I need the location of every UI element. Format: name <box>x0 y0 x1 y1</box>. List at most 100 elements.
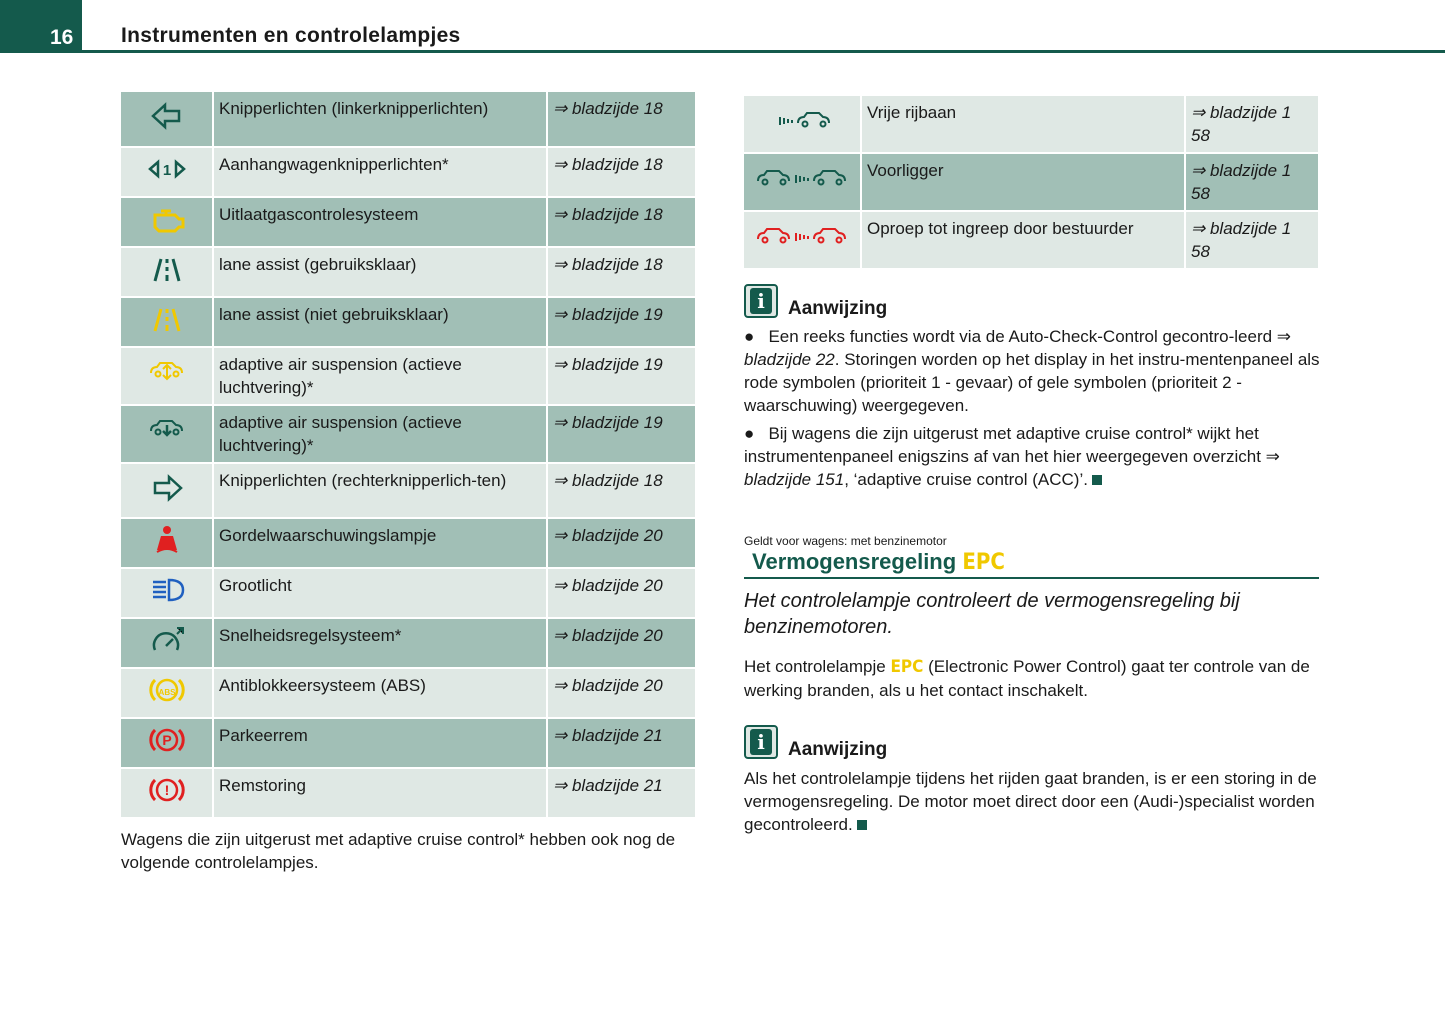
table-row: 1 Aanhangwagenknipperlichten* ⇒ bladzijd… <box>121 147 697 198</box>
icon-cell <box>744 211 862 270</box>
section-title: Vermogensregeling EPC <box>752 549 1005 575</box>
free-lane-icon <box>779 112 830 128</box>
label-cell: Antiblokkeersysteem (ABS) <box>213 668 548 719</box>
note-title: Aanwijzing <box>788 739 888 760</box>
page-ref-link[interactable]: ⇒ bladzijde 18 <box>547 247 697 298</box>
table-row: Knipperlichten (linkerknipperlichten) ⇒ … <box>121 92 697 148</box>
icon-cell <box>121 463 214 519</box>
applies-to: Geldt voor wagens: met benzinemotor <box>744 534 947 548</box>
label-cell: Parkeerrem <box>213 718 548 769</box>
svg-text:ABS: ABS <box>158 688 176 697</box>
icon-cell: P <box>121 718 214 769</box>
page-ref-link[interactable]: ⇒ bladzijde 20 <box>547 568 697 619</box>
section-rule <box>744 577 1319 579</box>
engine-icon <box>153 209 184 233</box>
title-text: Vermogensregeling <box>752 549 957 574</box>
icon-cell <box>121 347 214 406</box>
header-rule <box>82 50 1445 53</box>
table-row: Vrije rijbaan ⇒ bladzijde 1 58 <box>744 96 1320 154</box>
table-row: Gordelwaarschuwingslampje ⇒ bladzijde 20 <box>121 518 697 569</box>
icon-cell <box>121 618 214 669</box>
page-ref-link[interactable]: ⇒ bladzijde 21 <box>547 718 697 769</box>
text: , ‘adaptive cruise control (ACC)’. <box>844 470 1088 489</box>
air-suspension-yellow-icon <box>149 362 183 381</box>
warning-lights-table: Knipperlichten (linkerknipperlichten) ⇒ … <box>121 92 697 819</box>
page-ref-link[interactable]: ⇒ bladzijde 21 <box>547 768 697 819</box>
page-ref-link[interactable]: ⇒ bladzijde 19 <box>547 297 697 348</box>
table-row: P Parkeerrem ⇒ bladzijde 21 <box>121 718 697 769</box>
section-body: Het controlelampje EPC (Electronic Power… <box>744 655 1324 702</box>
svg-text:!: ! <box>164 782 169 798</box>
page-ref-link[interactable]: ⇒ bladzijde 1 58 <box>1185 96 1320 154</box>
label-cell: Knipperlichten (rechterknipperlich-ten) <box>213 463 548 519</box>
page-ref-link[interactable]: ⇒ bladzijde 20 <box>547 618 697 669</box>
end-mark <box>1091 475 1102 485</box>
label-cell: Uitlaatgascontrolesysteem <box>213 197 548 248</box>
note-title: Aanwijzing <box>788 298 888 319</box>
info-icon: i <box>744 284 778 318</box>
seatbelt-icon <box>155 526 178 553</box>
page-ref-link[interactable]: ⇒ bladzijde 18 <box>547 197 697 248</box>
driver-intervention-icon <box>757 228 846 244</box>
icon-cell <box>121 297 214 348</box>
abs-icon: ABS <box>148 678 185 702</box>
icon-cell <box>744 96 862 154</box>
icon-cell <box>121 518 214 569</box>
icon-cell: 1 <box>121 147 214 198</box>
table-row: adaptive air suspension (actieve luchtve… <box>121 405 697 464</box>
air-suspension-green-icon <box>149 420 183 437</box>
svg-text:1: 1 <box>162 162 170 179</box>
page-ref-link[interactable]: ⇒ bladzijde 20 <box>547 668 697 719</box>
page-ref-link[interactable]: ⇒ bladzijde 20 <box>547 518 697 569</box>
table-row: Knipperlichten (rechterknipperlich-ten) … <box>121 463 697 519</box>
trailer-turn-signal-icon: 1 <box>147 159 186 179</box>
parking-brake-icon: P <box>148 728 185 752</box>
page-number: 16 <box>0 0 82 53</box>
page-ref[interactable]: bladzijde 22 <box>744 350 835 369</box>
epc-icon: EPC <box>962 550 1005 575</box>
label-cell: lane assist (gebruiksklaar) <box>213 247 548 298</box>
icon-cell: ABS <box>121 668 214 719</box>
section-intro: Het controlelampje controleert de vermog… <box>744 590 1240 638</box>
page-ref-link[interactable]: ⇒ bladzijde 19 <box>547 405 697 464</box>
page-ref-link[interactable]: ⇒ bladzijde 18 <box>547 92 697 148</box>
label-cell: Knipperlichten (linkerknipperlichten) <box>213 92 548 148</box>
icon-cell <box>121 197 214 248</box>
text: Bij wagens die zijn uitgerust met adapti… <box>744 424 1280 466</box>
label-cell: Voorligger <box>861 153 1186 212</box>
page-ref-link[interactable]: ⇒ bladzijde 1 58 <box>1185 153 1320 212</box>
text: Het controlelampje <box>744 657 891 676</box>
icon-cell: ! <box>121 768 214 819</box>
brake-fault-icon: ! <box>148 778 185 802</box>
text: Een reeks functies wordt via de Auto-Che… <box>768 327 1292 346</box>
table-row: lane assist (gebruiksklaar) ⇒ bladzijde … <box>121 247 697 298</box>
acc-lights-table: Vrije rijbaan ⇒ bladzijde 1 58 Voorligge… <box>744 96 1320 270</box>
page-ref[interactable]: bladzijde 151 <box>744 470 845 489</box>
page-ref-link[interactable]: ⇒ bladzijde 18 <box>547 147 697 198</box>
label-cell: Snelheidsregelsysteem* <box>213 618 548 669</box>
lane-assist-yellow-icon <box>153 308 180 332</box>
acc-note: Wagens die zijn uitgerust met adaptive c… <box>121 830 676 872</box>
note-bullet: ● Bij wagens die zijn uitgerust met adap… <box>744 424 1280 489</box>
turn-right-icon <box>153 473 183 502</box>
table-row: Oproep tot ingreep door bestuurder ⇒ bla… <box>744 211 1320 270</box>
cruise-control-icon <box>152 627 184 651</box>
icon-cell <box>121 92 214 148</box>
end-mark <box>856 820 867 830</box>
table-row: ABS Antiblokkeersysteem (ABS) ⇒ bladzijd… <box>121 668 697 719</box>
text: . Storingen worden op het display in het… <box>744 350 1320 415</box>
table-row: Uitlaatgascontrolesysteem ⇒ bladzijde 18 <box>121 197 697 248</box>
label-cell: Remstoring <box>213 768 548 819</box>
table-row: adaptive air suspension (actieve luchtve… <box>121 347 697 406</box>
table-row: Voorligger ⇒ bladzijde 1 58 <box>744 153 1320 212</box>
label-cell: Vrije rijbaan <box>861 96 1186 154</box>
icon-cell <box>121 247 214 298</box>
icon-cell <box>121 568 214 619</box>
label-cell: lane assist (niet gebruiksklaar) <box>213 297 548 348</box>
table-row: lane assist (niet gebruiksklaar) ⇒ bladz… <box>121 297 697 348</box>
table-row: ! Remstoring ⇒ bladzijde 21 <box>121 768 697 819</box>
label-cell: Oproep tot ingreep door bestuurder <box>861 211 1186 270</box>
page-ref-link[interactable]: ⇒ bladzijde 19 <box>547 347 697 406</box>
page-ref-link[interactable]: ⇒ bladzijde 18 <box>547 463 697 519</box>
page-ref-link[interactable]: ⇒ bladzijde 1 58 <box>1185 211 1320 270</box>
